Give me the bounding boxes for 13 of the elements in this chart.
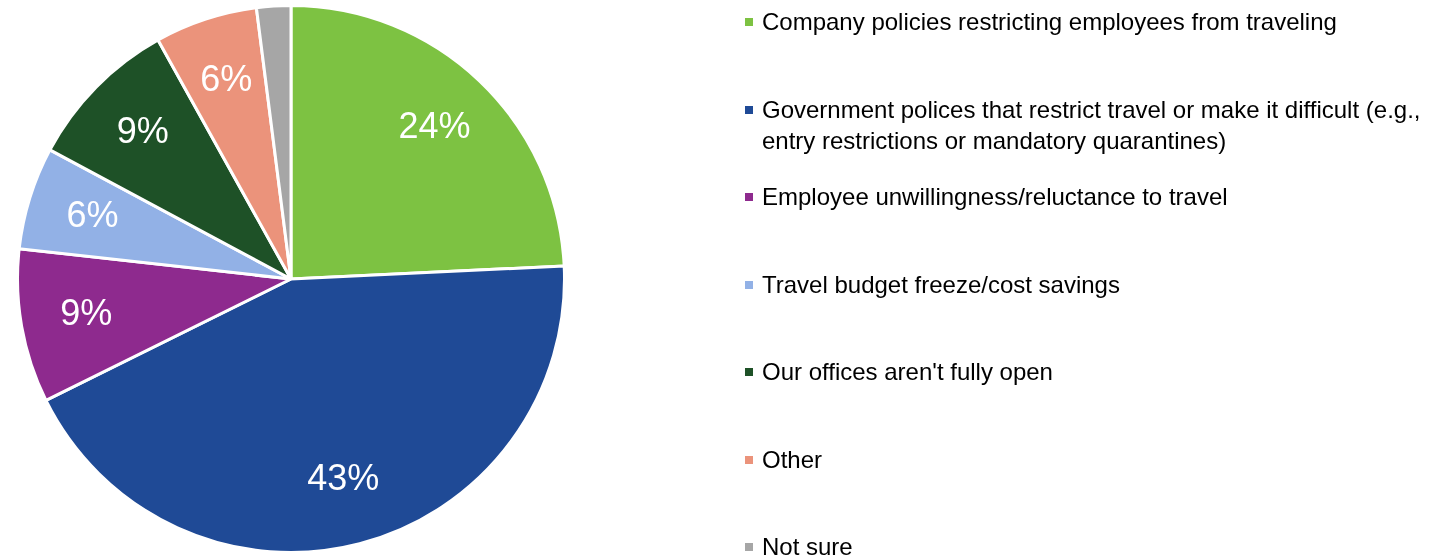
legend-label: Our offices aren't fully open xyxy=(762,358,1053,385)
legend-label: Not sure xyxy=(762,533,853,558)
legend-label: Company policies restricting employees from traveling xyxy=(762,8,1337,35)
data-label: 9% xyxy=(60,292,113,334)
data-label: 6% xyxy=(66,194,119,236)
legend-label: Other xyxy=(762,445,823,473)
data-label: 6% xyxy=(200,58,253,100)
legend-label: Employee unwillingness/reluctance to travel xyxy=(762,183,1228,210)
data-label: 9% xyxy=(116,110,169,152)
legend-label: Travel budget freeze/cost savings xyxy=(762,270,1120,298)
data-label: 24% xyxy=(398,105,471,147)
data-label: 43% xyxy=(307,457,380,499)
legend-label: Government polices that restrict travel or make it difficult (e.g., entry restrictions or mandatory quarantines) xyxy=(762,95,1421,154)
